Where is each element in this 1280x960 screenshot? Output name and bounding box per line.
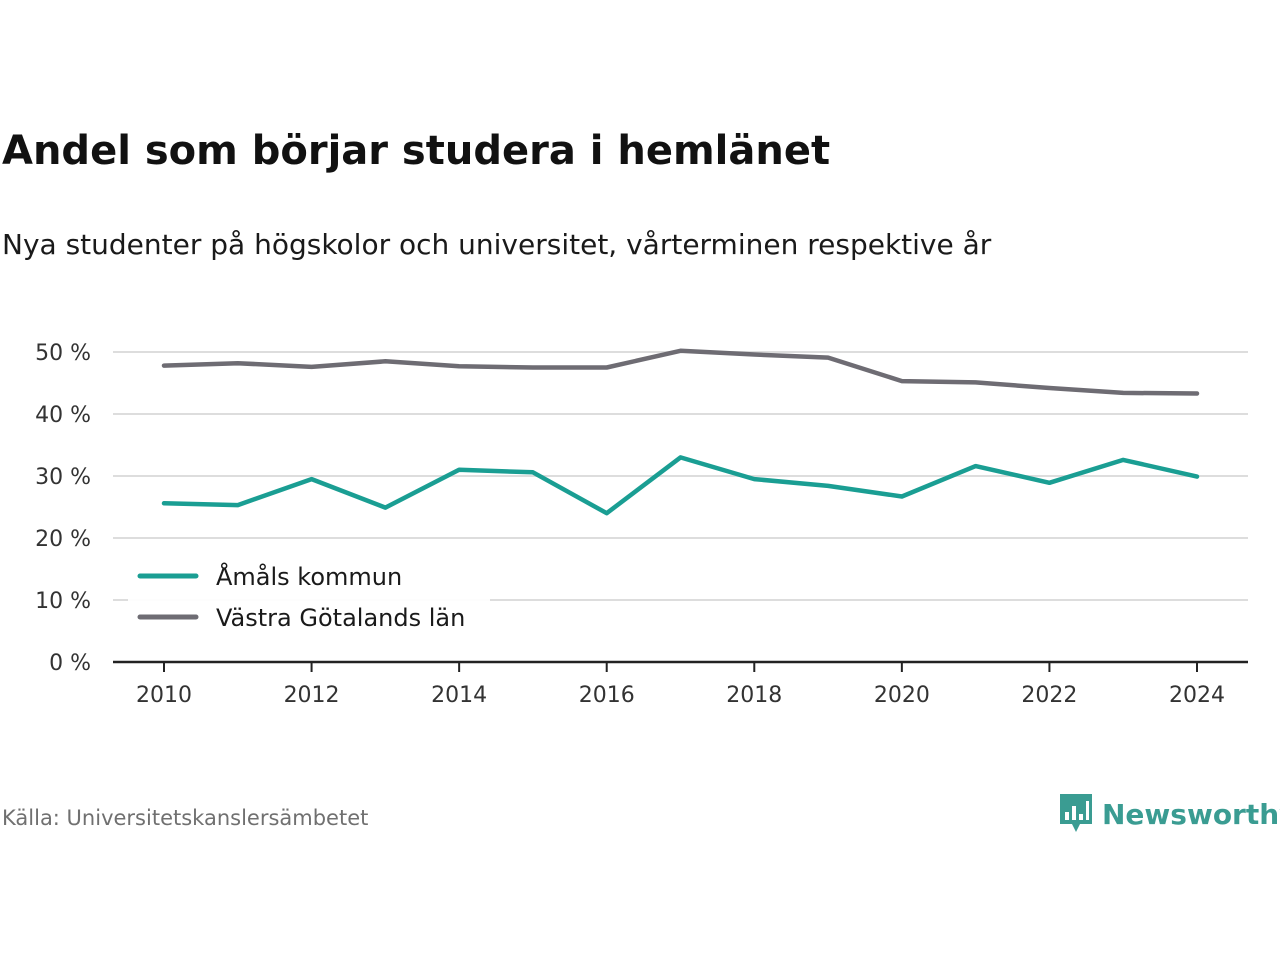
y-tick-label: 10 %	[35, 589, 91, 614]
y-tick-label: 50 %	[35, 341, 91, 366]
x-axis: 2010 2012 2014 2016 2018 2020 2022 2024	[113, 660, 1248, 708]
x-tick-label: 2024	[1169, 683, 1225, 708]
legend-label: Åmåls kommun	[216, 562, 402, 591]
line-chart: 0 % 10 % 20 % 30 % 40 % 50 % 2010 2012 2014 2016…	[35, 341, 1248, 708]
y-axis-ticks: 0 % 10 % 20 % 30 % 40 % 50 %	[35, 341, 91, 676]
newsworthy-logo: Newsworthy	[1058, 792, 1280, 836]
x-tick-label: 2010	[136, 683, 192, 708]
series-line-1	[161, 348, 1200, 396]
legend-background	[128, 553, 490, 639]
y-tick-label: 0 %	[49, 651, 91, 676]
x-tick-label: 2022	[1021, 683, 1077, 708]
newsworthy-chart-icon	[1060, 794, 1092, 832]
x-tick-label: 2018	[726, 683, 782, 708]
logo-text: Newsworthy	[1102, 797, 1280, 831]
x-tick-label: 2014	[431, 683, 487, 708]
legend-label: Västra Götalands län	[216, 604, 465, 632]
x-tick-label: 2012	[284, 683, 340, 708]
series-lines	[161, 348, 1200, 516]
chart-subtitle: Nya studenter på högskolor och universit…	[2, 228, 992, 261]
x-tick-label: 2020	[874, 683, 930, 708]
x-tick-label: 2016	[579, 683, 635, 708]
chart-title: Andel som börjar studera i hemlänet	[2, 128, 831, 174]
legend: Åmåls kommun Västra Götalands län	[128, 553, 490, 639]
y-tick-label: 40 %	[35, 403, 91, 428]
series-line-0	[161, 455, 1200, 516]
y-tick-label: 20 %	[35, 527, 91, 552]
y-tick-label: 30 %	[35, 465, 91, 490]
source-note: Källa: Universitetskanslersämbetet	[2, 806, 369, 830]
